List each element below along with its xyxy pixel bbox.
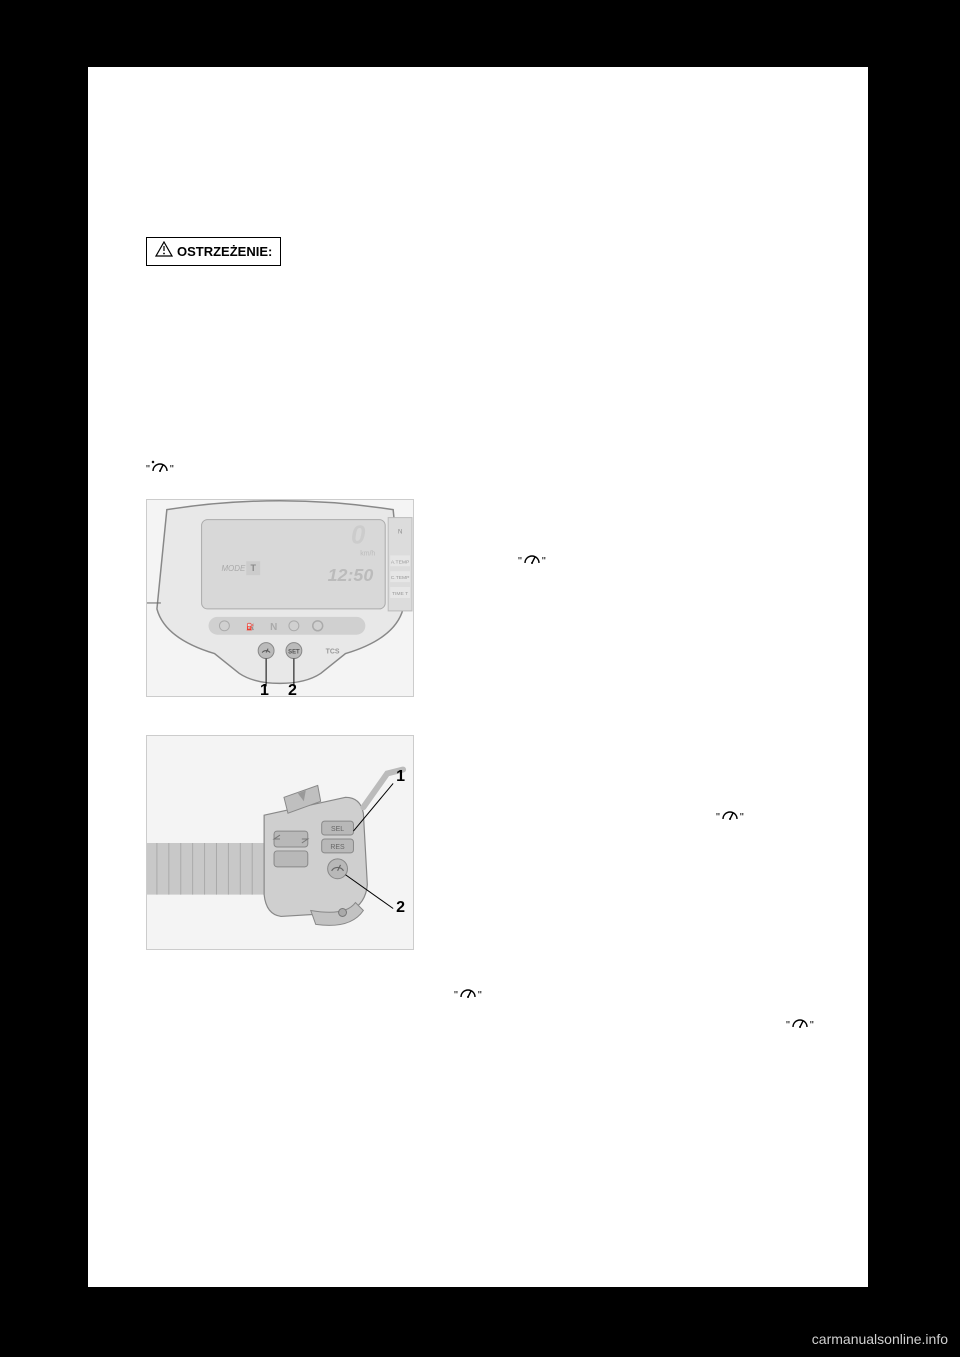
quote-close: " — [170, 464, 174, 476]
dash-mode: MODE — [221, 564, 246, 573]
warning-label: OSTRZEŻENIE: — [177, 244, 272, 259]
dash-label-atemp: A.TEMP — [391, 559, 410, 565]
dash-kmh: km/h — [360, 550, 375, 557]
warning-triangle-icon — [155, 241, 173, 262]
cruise-set-icon — [522, 551, 542, 573]
figure2-callout-2: 2 — [396, 899, 405, 917]
res-label: RES — [330, 844, 345, 851]
button-set-label: SET — [288, 650, 300, 656]
warning-box-container: OSTRZEŻENIE: — [146, 237, 281, 266]
quote-close-r1: " — [542, 556, 546, 568]
watermark: carmanualsonline.info — [812, 1331, 948, 1347]
svg-text:⛽: ⛽ — [246, 622, 255, 631]
dash-mode-t: T — [250, 563, 256, 573]
manual-page: OSTRZEŻENIE: "" N A.TEMP C.TEMP TIME T M… — [88, 67, 868, 1287]
dash-label-n: N — [398, 529, 402, 535]
figure-handlebar-switches: SEL RES 1 2 — [146, 735, 414, 950]
cruise-set-icon — [458, 985, 478, 1007]
sel-label: SEL — [331, 826, 344, 833]
right-icon-ref-4: "" — [786, 1015, 814, 1037]
cruise-set-icon — [790, 1015, 810, 1037]
right-icon-ref-1: "" — [518, 551, 546, 573]
quote-close-r2: " — [740, 812, 744, 824]
figure1-callout-1: 1 — [260, 682, 269, 700]
dash-label-timet: TIME T — [392, 591, 408, 597]
figure-dashboard-cluster: N A.TEMP C.TEMP TIME T MODE T 0 km/h 12:… — [146, 499, 414, 697]
button-tcs-label: TCS — [326, 649, 340, 656]
quote-close-r3: " — [478, 990, 482, 1002]
cruise-set-icon — [150, 459, 170, 481]
warning-box: OSTRZEŻENIE: — [146, 237, 281, 266]
dash-label-ctemp: C.TEMP — [391, 575, 410, 581]
svg-text:N: N — [270, 622, 277, 633]
handlebar-svg: SEL RES — [147, 735, 413, 950]
dash-time: 12:50 — [328, 565, 374, 585]
dash-speed: 0 — [351, 521, 366, 549]
left-text-cruise-button: "" — [146, 459, 174, 481]
cruise-set-icon — [720, 807, 740, 829]
right-icon-ref-2: "" — [716, 807, 744, 829]
figure2-callout-1: 1 — [396, 768, 405, 786]
right-icon-ref-3: "" — [454, 985, 482, 1007]
figure1-callout-2: 2 — [288, 682, 297, 700]
quote-close-r4: " — [810, 1020, 814, 1032]
dashboard-svg: N A.TEMP C.TEMP TIME T MODE T 0 km/h 12:… — [147, 499, 413, 697]
